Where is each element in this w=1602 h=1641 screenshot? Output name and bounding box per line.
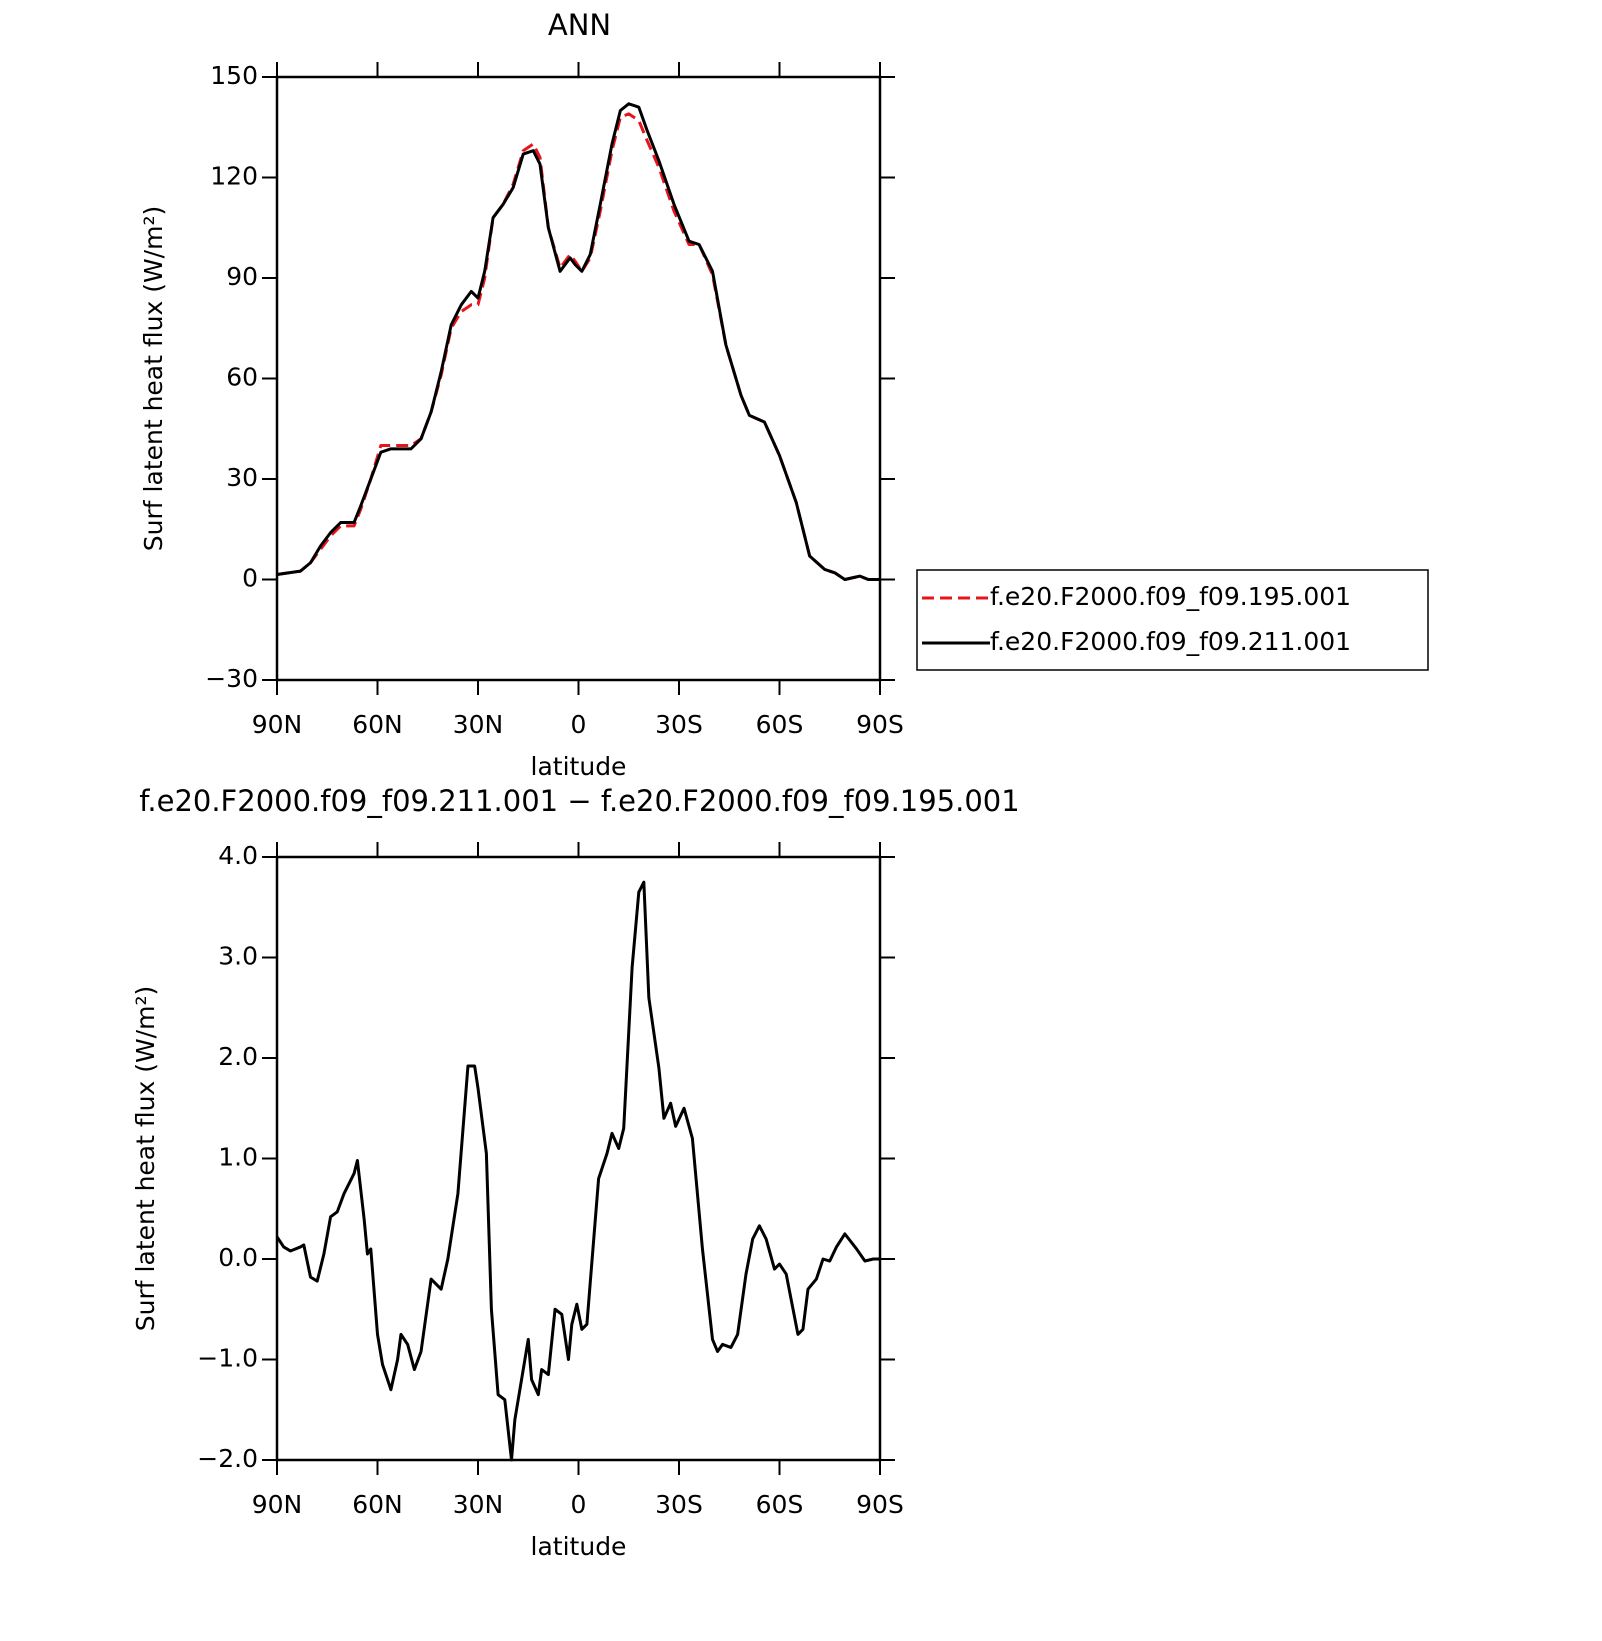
y-tick-label: 0.0 (218, 1243, 258, 1272)
y-tick-label: 120 (210, 162, 258, 191)
x-axis-title: latitude (531, 1532, 627, 1561)
y-tick-label: 4.0 (218, 841, 258, 870)
x-tick-label: 30N (453, 710, 504, 739)
legend-box (916, 569, 1429, 671)
y-tick-label: 150 (210, 61, 258, 90)
legend-label: f.e20.F2000.f09_f09.211.001 (990, 627, 1351, 656)
y-tick-label: 0 (242, 564, 258, 593)
data-line (276, 112, 880, 581)
data-line (276, 102, 880, 581)
y-tick-label: 1.0 (218, 1143, 258, 1172)
x-tick-label: 60S (756, 1490, 804, 1519)
y-tick-label: 2.0 (218, 1042, 258, 1071)
x-axis-title: latitude (531, 752, 627, 781)
y-axis-title: Surf latent heat flux (W/m²) (139, 206, 168, 551)
y-tick-label: −2.0 (197, 1444, 258, 1473)
x-tick-label: 90N (252, 710, 303, 739)
x-tick-label: 60N (352, 710, 403, 739)
chart-title: ANN (548, 8, 611, 42)
y-axis-title: Surf latent heat flux (W/m²) (131, 986, 160, 1331)
y-tick-label: 3.0 (218, 942, 258, 971)
x-tick-label: 90S (856, 1490, 904, 1519)
x-tick-label: 60N (352, 1490, 403, 1519)
x-tick-label: 0 (571, 710, 587, 739)
x-tick-label: 90N (252, 1490, 303, 1519)
chart-title: f.e20.F2000.f09_f09.211.001 − f.e20.F200… (139, 784, 1019, 818)
legend-label: f.e20.F2000.f09_f09.195.001 (990, 582, 1351, 611)
plot-frame (275, 75, 882, 682)
x-tick-label: 30N (453, 1490, 504, 1519)
y-tick-label: −30 (205, 664, 258, 693)
x-tick-label: 60S (756, 710, 804, 739)
x-tick-label: 30S (655, 710, 703, 739)
y-tick-label: 60 (226, 363, 258, 392)
y-tick-label: −1.0 (197, 1344, 258, 1373)
x-tick-label: 30S (655, 1490, 703, 1519)
y-tick-label: 90 (226, 262, 258, 291)
data-line (275, 880, 880, 1462)
x-tick-label: 0 (571, 1490, 587, 1519)
plot-frame (275, 855, 882, 1462)
x-tick-label: 90S (856, 710, 904, 739)
y-tick-label: 30 (226, 463, 258, 492)
